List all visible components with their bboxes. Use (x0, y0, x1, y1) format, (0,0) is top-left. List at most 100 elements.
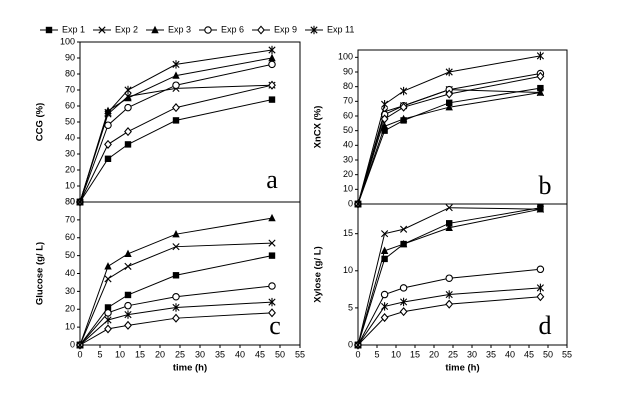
x-tick-label: 25 (175, 349, 185, 359)
data-point (124, 291, 132, 299)
data-point (268, 80, 276, 90)
plot-frame (357, 203, 568, 346)
y-tick-label: 40 (65, 268, 75, 278)
data-point (445, 103, 453, 111)
marker-shape (445, 299, 454, 309)
y-tick-label: 70 (65, 214, 75, 224)
data-point (400, 225, 408, 233)
y-tick-label: 30 (65, 148, 75, 158)
data-point (381, 230, 389, 238)
data-point (268, 239, 276, 247)
legend-label: Exp 6 (221, 24, 244, 34)
data-point (380, 313, 389, 323)
data-point (124, 127, 132, 137)
plot-frame (357, 49, 568, 205)
x-tick-label: 30 (195, 349, 205, 359)
data-point (445, 204, 453, 212)
legend-label: Exp 3 (168, 24, 191, 34)
marker-shape (268, 239, 276, 247)
y-tick-label: 100 (338, 52, 353, 62)
data-point (381, 302, 389, 311)
data-point (445, 299, 454, 309)
marker-shape (104, 155, 112, 162)
panel-letter: a (266, 165, 278, 194)
data-point (536, 204, 545, 213)
marker-shape (104, 262, 112, 270)
y-tick-label: 70 (65, 84, 75, 94)
marker-shape (536, 265, 545, 274)
marker-shape (536, 71, 545, 81)
y-tick-label: 80 (65, 68, 75, 78)
data-point (399, 284, 408, 292)
y-tick-label: 0 (70, 339, 75, 349)
data-point (172, 60, 180, 69)
marker-shape (446, 220, 453, 227)
data-point (172, 117, 180, 124)
data-point (172, 81, 180, 89)
data-point (268, 96, 276, 103)
legend-marker (257, 25, 265, 35)
y-tick-label: 20 (343, 169, 353, 179)
data-point (380, 290, 389, 299)
marker-shape (399, 102, 408, 112)
marker-shape (172, 292, 180, 301)
marker-shape (45, 26, 53, 34)
data-point (445, 290, 453, 299)
marker-shape (268, 53, 276, 62)
marker-shape (98, 26, 106, 34)
marker-shape (268, 282, 276, 290)
marker-shape (445, 223, 453, 231)
x-tick-label: 15 (135, 349, 145, 359)
marker-shape (536, 292, 545, 302)
data-point (172, 243, 180, 251)
marker-shape (446, 99, 453, 106)
data-point (268, 282, 276, 290)
y-tick-label: 40 (343, 140, 353, 150)
marker-shape (104, 309, 112, 317)
marker-shape (536, 204, 545, 213)
x-tick-label: 15 (410, 349, 420, 359)
data-point (536, 51, 544, 61)
marker-shape (257, 25, 265, 35)
data-point (399, 307, 408, 317)
x-tick-label: 55 (562, 349, 572, 359)
data-point (104, 304, 112, 311)
marker-shape (268, 96, 276, 103)
marker-shape (268, 308, 276, 318)
data-point (268, 308, 276, 318)
x-axis-label: time (h) (173, 363, 207, 374)
data-point (104, 262, 112, 270)
data-point (172, 229, 180, 238)
marker-shape (104, 139, 112, 149)
data-point (381, 127, 388, 134)
legend-label: Exp 1 (62, 24, 85, 34)
y-tick-label: 60 (65, 232, 75, 242)
data-point (172, 292, 180, 301)
marker-shape (172, 117, 180, 124)
y-tick-label: 100 (60, 36, 75, 46)
marker-shape (124, 103, 132, 112)
data-point (536, 292, 545, 302)
x-tick-label: 40 (235, 349, 245, 359)
y-tick-label: 40 (65, 132, 75, 142)
marker-shape (104, 121, 112, 129)
x-tick-label: 55 (295, 349, 305, 359)
marker-shape (399, 307, 408, 317)
y-axis-label: Xylose (g/ L) (313, 246, 324, 302)
y-tick-label: 0 (348, 339, 353, 349)
y-tick-label: 80 (343, 81, 353, 91)
data-point (381, 255, 388, 263)
data-point (124, 85, 132, 95)
data-point (268, 45, 276, 55)
data-point (124, 262, 132, 270)
data-point (445, 274, 453, 282)
x-tick-label: 30 (467, 349, 477, 359)
y-axis-label: CCG (%) (35, 103, 46, 142)
y-tick-label: 50 (65, 250, 75, 260)
marker-shape (445, 89, 454, 99)
y-tick-label: 20 (65, 164, 75, 174)
legend-marker (204, 26, 212, 34)
data-point (268, 213, 276, 222)
data-point (172, 303, 180, 312)
